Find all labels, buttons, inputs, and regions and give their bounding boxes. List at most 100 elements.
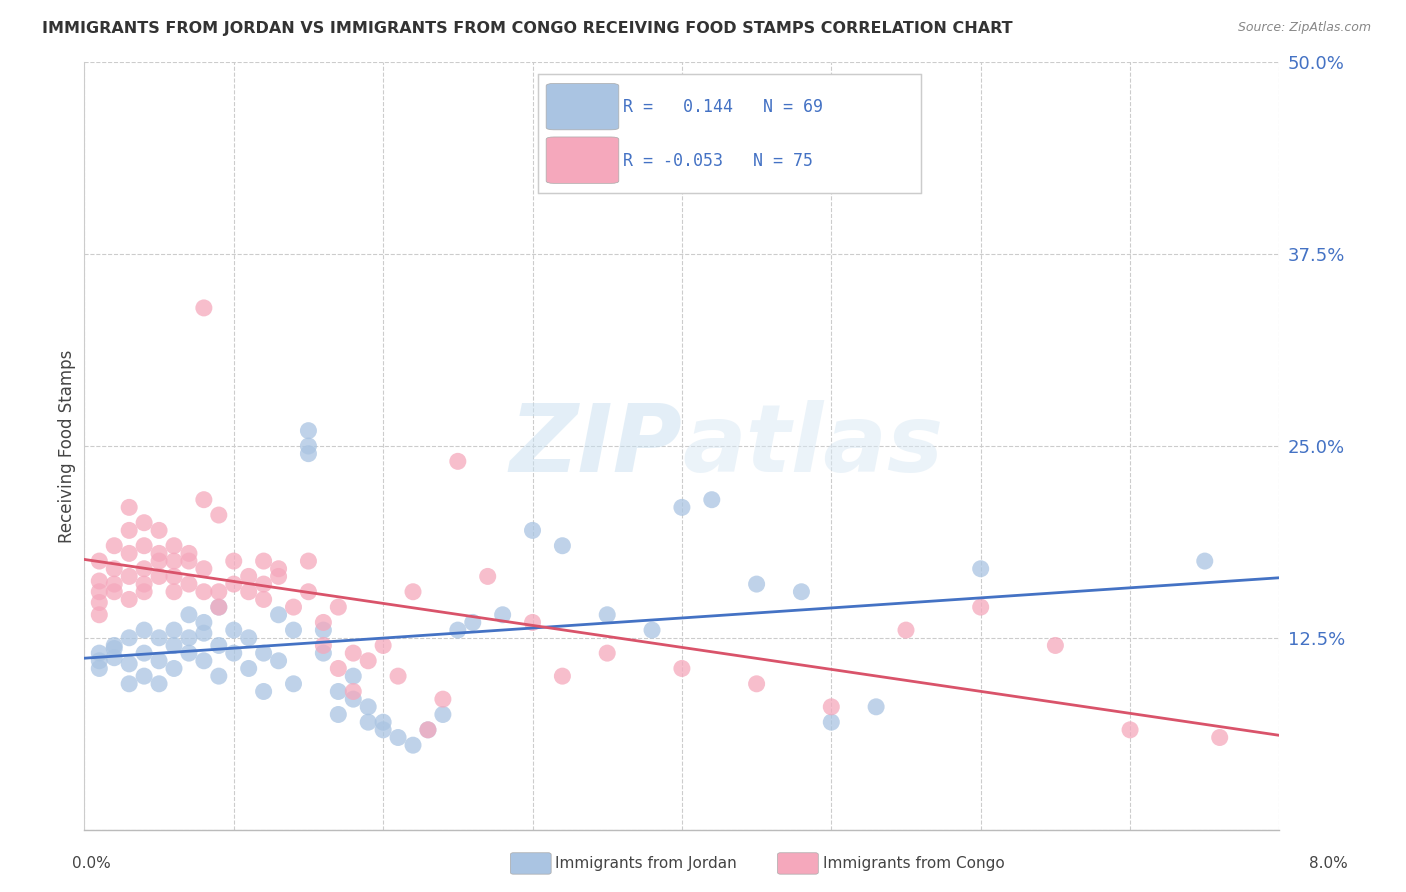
Point (1045, 639, 1067, 653)
Point (163, 639, 186, 653)
Point (700, 492, 723, 507)
Point (118, 677, 141, 691)
Text: Immigrants from Congo: Immigrants from Congo (823, 856, 1004, 871)
Point (267, 569, 290, 583)
Point (132, 584, 156, 599)
Point (89, 646, 111, 660)
Point (208, 600, 231, 615)
Point (89, 595, 111, 609)
Point (118, 524, 141, 538)
Point (89, 554, 111, 568)
Point (163, 539, 186, 553)
Point (163, 554, 186, 568)
Point (148, 546, 170, 560)
Point (148, 569, 170, 583)
Point (253, 646, 276, 660)
Point (551, 669, 574, 683)
Point (1194, 554, 1216, 568)
Point (342, 669, 364, 683)
Point (148, 654, 170, 668)
Point (208, 508, 231, 522)
Point (820, 699, 842, 714)
Point (238, 584, 260, 599)
Point (328, 707, 350, 722)
Point (132, 577, 156, 591)
Point (402, 584, 425, 599)
Point (790, 584, 813, 599)
Point (596, 646, 619, 660)
Point (193, 301, 215, 315)
Point (970, 600, 993, 615)
Point (312, 646, 335, 660)
Point (373, 639, 395, 653)
Point (894, 623, 917, 637)
Point (208, 584, 231, 599)
Point (103, 650, 125, 665)
Point (342, 692, 364, 706)
Point (283, 623, 305, 637)
Point (193, 492, 215, 507)
Point (103, 562, 125, 576)
Point (222, 577, 245, 591)
Point (132, 539, 156, 553)
Point (402, 738, 425, 752)
Point (253, 554, 276, 568)
Point (267, 562, 290, 576)
Point (267, 607, 290, 622)
Point (177, 546, 200, 560)
Point (745, 677, 768, 691)
Point (416, 723, 439, 737)
Point (177, 631, 200, 645)
Point (177, 646, 200, 660)
Point (357, 699, 380, 714)
Point (177, 607, 200, 622)
Point (522, 524, 544, 538)
Point (447, 454, 470, 468)
Point (297, 439, 319, 453)
Point (118, 500, 141, 515)
Point (373, 723, 395, 737)
Y-axis label: Receiving Food Stamps: Receiving Food Stamps (58, 350, 76, 542)
Point (522, 615, 544, 630)
Point (103, 639, 125, 653)
Point (89, 584, 111, 599)
Point (132, 516, 156, 530)
Point (103, 577, 125, 591)
Point (432, 692, 454, 706)
Point (312, 615, 335, 630)
Point (297, 447, 319, 461)
Point (103, 641, 125, 656)
Point (416, 723, 439, 737)
Point (132, 669, 156, 683)
Point (342, 646, 364, 660)
Point (328, 684, 350, 698)
Point (222, 554, 245, 568)
Point (118, 569, 141, 583)
Point (208, 669, 231, 683)
Point (342, 684, 364, 698)
Point (477, 569, 499, 583)
Point (132, 623, 156, 637)
Point (312, 623, 335, 637)
Point (193, 654, 215, 668)
Text: IMMIGRANTS FROM JORDAN VS IMMIGRANTS FROM CONGO RECEIVING FOOD STAMPS CORRELATIO: IMMIGRANTS FROM JORDAN VS IMMIGRANTS FRO… (42, 21, 1012, 36)
Point (118, 592, 141, 607)
Point (89, 607, 111, 622)
Point (328, 600, 350, 615)
Point (373, 715, 395, 730)
Point (222, 623, 245, 637)
Point (283, 677, 305, 691)
Point (163, 569, 186, 583)
Text: Immigrants from Jordan: Immigrants from Jordan (555, 856, 737, 871)
Point (461, 615, 484, 630)
Point (820, 715, 842, 730)
Point (253, 577, 276, 591)
Point (208, 639, 231, 653)
Point (551, 539, 574, 553)
Point (148, 631, 170, 645)
Point (283, 600, 305, 615)
Point (89, 574, 111, 588)
Point (148, 677, 170, 691)
Point (387, 731, 409, 745)
Point (865, 699, 887, 714)
